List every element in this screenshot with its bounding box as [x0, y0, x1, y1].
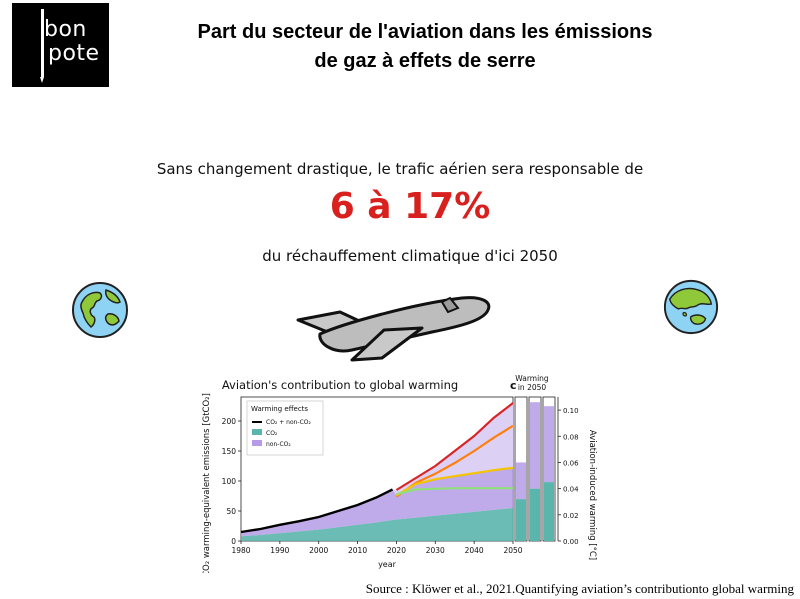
chart-legend: Warming effects CO₂ + non-CO₂ CO₂ non-CO… [246, 400, 324, 456]
title-line-1: Part du secteur de l'aviation dans les é… [197, 21, 653, 43]
y2-tick-label: 0.06 [563, 459, 579, 467]
x-tick-label: 2030 [426, 546, 445, 555]
y2-axis-label: Aviation-induced warming [°C] [587, 430, 597, 560]
legend-title: Warming effects [251, 405, 308, 413]
scenario-line-green [396, 487, 513, 496]
logo-word-2: pote [48, 41, 100, 66]
y2-tick-label: 0.10 [563, 407, 579, 415]
airplane-icon [296, 296, 491, 362]
y2-tick-label: 0.02 [563, 512, 579, 520]
y-axis-label: CO₂ warming-equivalent emissions [GtCO₂] [202, 393, 212, 573]
x-axis-label: year [378, 560, 397, 569]
x-tick-label: 2040 [465, 546, 484, 555]
title-line-2: de gaz à effets de serre [314, 50, 536, 72]
y-axis-label-text: CO₂ warming-equivalent emissions [GtCO₂] [202, 393, 212, 573]
historical-total-line [240, 488, 394, 534]
main-plot: 1980 1990 2000 2010 2020 2030 2040 2050 0 50 100 15… [222, 396, 523, 555]
highlight-percentage: 6 à 17% [329, 186, 491, 227]
legend-swatch-co2 [252, 429, 262, 435]
x-tick-label: 2020 [387, 546, 406, 555]
legend-label-co2: CO₂ [266, 430, 278, 437]
legend-label-non-co2: non-CO₂ [266, 441, 291, 448]
y-tick-label: 50 [226, 507, 236, 516]
y-tick-label: 200 [222, 417, 237, 426]
y-tick-label: 0 [231, 537, 236, 546]
warming-bar-co2 [516, 499, 526, 541]
warming-2050-panel: 0.00 0.02 0.04 0.06 0.08 0.10 [514, 396, 579, 546]
scenario-line-high [395, 402, 514, 491]
x-tick-label: 1980 [231, 546, 250, 555]
warming-bar-non-co2 [530, 402, 540, 489]
warming-bar-non-co2 [516, 462, 526, 500]
source-citation: Source : Klöwer et al., 2021.Quantifying… [365, 581, 794, 596]
x-tick-label: 2010 [348, 546, 367, 555]
y-tick-label: 150 [222, 447, 237, 456]
x-tick-label: 2050 [503, 546, 522, 555]
pen-icon [40, 9, 44, 83]
y2-tick-label: 0.08 [563, 433, 579, 441]
y2-tick-label: 0.04 [563, 486, 579, 494]
side-panel-label: Warming in 2050 [515, 375, 549, 392]
tail-text: du réchauffement climatique d'ici 2050 [262, 247, 558, 265]
logo-word-1: bon [44, 17, 87, 42]
scenario-line-yellow [395, 466, 514, 497]
page-title: Part du secteur de l'aviation dans les é… [140, 18, 710, 76]
co2-area [241, 508, 513, 541]
bon-pote-logo: bon pote [12, 3, 109, 87]
globe-asia-australia-icon [663, 279, 719, 335]
legend-label-total: CO₂ + non-CO₂ [266, 419, 312, 426]
chart-title: Aviation's contribution to global warmin… [222, 378, 458, 392]
y-tick-label: 100 [222, 477, 237, 486]
x-tick-label: 2000 [309, 546, 328, 555]
scenario-line-orange [395, 424, 514, 498]
panel-label: c [510, 379, 517, 392]
lead-text: Sans changement drastique, le trafic aér… [156, 160, 644, 178]
warming-bar-co2 [530, 488, 540, 541]
y2-tick-label: 0.00 [563, 538, 579, 546]
warming-bar-non-co2 [544, 406, 554, 483]
warming-bar-co2 [544, 482, 554, 541]
legend-swatch-non-co2 [252, 440, 262, 446]
x-tick-label: 1990 [270, 546, 289, 555]
aviation-warming-chart: Aviation's contribution to global warmin… [202, 375, 597, 573]
globe-americas-icon [72, 282, 128, 338]
